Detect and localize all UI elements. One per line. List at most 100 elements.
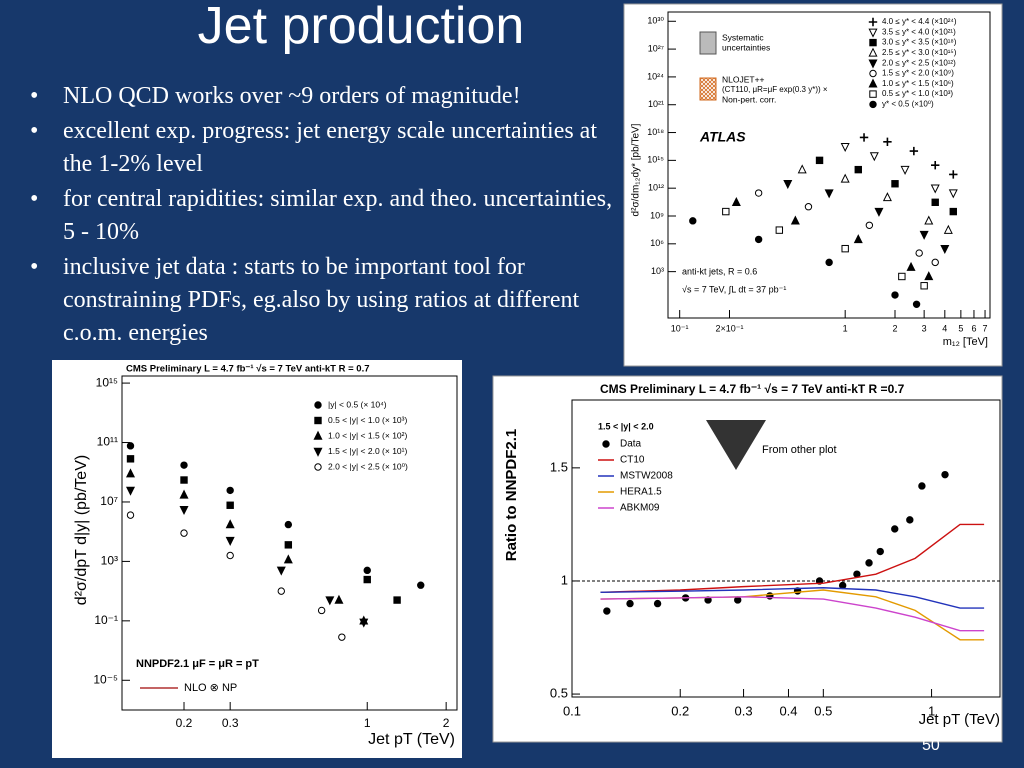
data-point (891, 180, 899, 188)
data-point (915, 249, 923, 257)
plot-frame (121, 375, 458, 711)
data-point (797, 164, 807, 174)
data-point (653, 599, 662, 608)
band-label: Systematic (722, 32, 764, 42)
data-point (363, 575, 371, 584)
data-point (284, 541, 293, 549)
data-point (783, 180, 793, 190)
y-tick-label: 10⁶ (650, 238, 664, 248)
legend-label: 3.5 ≤ y* < 4.0 (×10²¹) (882, 27, 956, 36)
data-point (931, 161, 940, 170)
legend-label: 1.5 < |y| < 2.0 (× 10¹) (328, 446, 407, 456)
data-point (898, 272, 906, 281)
x-tick-label: 2 (892, 323, 897, 333)
legend-label: 1.5 ≤ y* < 2.0 (×10⁹) (882, 69, 954, 78)
legend-marker (314, 401, 322, 409)
band-label: uncertainties (722, 42, 770, 52)
y-tick-label: 1.5 (550, 459, 568, 474)
data-point (891, 291, 899, 299)
legend-label: 2.5 ≤ y* < 3.0 (×10¹⁵) (882, 48, 957, 57)
data-point (180, 529, 188, 537)
data-point (859, 133, 869, 142)
legend-label: CT10 (620, 455, 645, 466)
y-tick-label: 10²⁷ (648, 43, 664, 53)
legend-label: 2.0 ≤ y* < 2.5 (×10¹²) (882, 58, 956, 67)
data-point (883, 137, 892, 147)
data-point (689, 217, 697, 225)
x-tick-label: 2 (443, 716, 450, 730)
data-point (918, 482, 926, 490)
data-point (226, 501, 234, 509)
data-point (276, 566, 286, 576)
legend-label: MSTW2008 (620, 471, 673, 482)
lumi-label: √s = 7 TeV, ∫L dt = 37 pb⁻¹ (682, 284, 786, 294)
x-tick-label: 1 (364, 716, 371, 730)
y-tick-label: 10¹⁵ (647, 155, 664, 165)
data-point (948, 189, 958, 199)
data-point (825, 258, 833, 267)
legend-label: Data (620, 439, 642, 450)
data-point (900, 165, 910, 175)
data-point (840, 142, 850, 152)
data-point (393, 596, 401, 604)
legend-label: HERA1.5 (620, 487, 662, 498)
x-tick-label: 0.5 (814, 703, 832, 718)
legend-marker (313, 430, 323, 440)
legend-label: y* < 0.5 (×10⁰) (882, 100, 934, 109)
y-tick-label: 10²⁴ (647, 71, 664, 81)
x-tick-label: 4 (942, 323, 947, 333)
x-tick-label: 7 (983, 323, 988, 333)
y-tick-label: 10¹⁸ (647, 127, 664, 137)
x-tick-label: 2×10⁻¹ (715, 323, 743, 333)
legend-label: ABKM09 (620, 503, 660, 514)
series-line (600, 587, 985, 609)
data-point (865, 221, 874, 229)
data-point (226, 551, 234, 560)
legend-marker (868, 47, 878, 57)
legend-marker (869, 69, 877, 78)
y-tick-label: 10⁻⁵ (93, 672, 118, 686)
data-point (912, 300, 921, 309)
data-point (226, 486, 234, 495)
series-line (600, 523, 985, 593)
data-point (277, 587, 285, 595)
theory-label: NLOJET++ (722, 74, 765, 84)
data-point (841, 244, 849, 253)
plot-frame (571, 399, 1001, 698)
data-point (865, 559, 873, 567)
data-point (931, 198, 939, 207)
data-point (731, 196, 741, 207)
legend-marker (313, 447, 323, 457)
data-point (754, 189, 763, 197)
bin-label: 1.5 < |y| < 2.0 (598, 421, 654, 431)
data-point (824, 189, 834, 199)
data-point (838, 581, 847, 590)
data-point (906, 516, 914, 524)
legend-marker (868, 28, 878, 38)
legend-marker (868, 17, 878, 27)
y-tick-label: 10¹⁵ (96, 375, 118, 389)
data-point (775, 226, 784, 234)
y-axis-label: d²σ/dm₁₂dy* [pb/TeV] (631, 123, 642, 216)
data-point (924, 215, 934, 225)
data-point (920, 282, 928, 290)
x-tick-label: 0.3 (222, 716, 239, 730)
x-tick-label: 3 (922, 323, 927, 333)
data-point (626, 599, 634, 608)
theory-label: (CT110, μR=μF exp(0.3 y*)) × (722, 85, 828, 94)
data-point (734, 596, 742, 604)
y-axis-label: Ratio to NNPDF2.1 (503, 429, 520, 562)
data-point (603, 607, 611, 615)
data-point (874, 207, 884, 217)
y-tick-label: 10²¹ (648, 99, 664, 109)
legend-marker (869, 90, 877, 98)
x-axis-label: m₁₂ [TeV] (943, 336, 988, 348)
data-point (284, 520, 293, 529)
y-tick-label: 10¹² (648, 183, 664, 193)
bullet: for central rapidities: similar exp. and… (30, 183, 620, 249)
data-point (125, 486, 136, 496)
y-tick-label: 10⁷ (100, 494, 118, 508)
x-tick-label: 5 (958, 323, 963, 333)
figure-title: CMS Preliminary L = 4.7 fb⁻¹ √s = 7 TeV … (126, 364, 370, 375)
data-point (949, 207, 957, 216)
